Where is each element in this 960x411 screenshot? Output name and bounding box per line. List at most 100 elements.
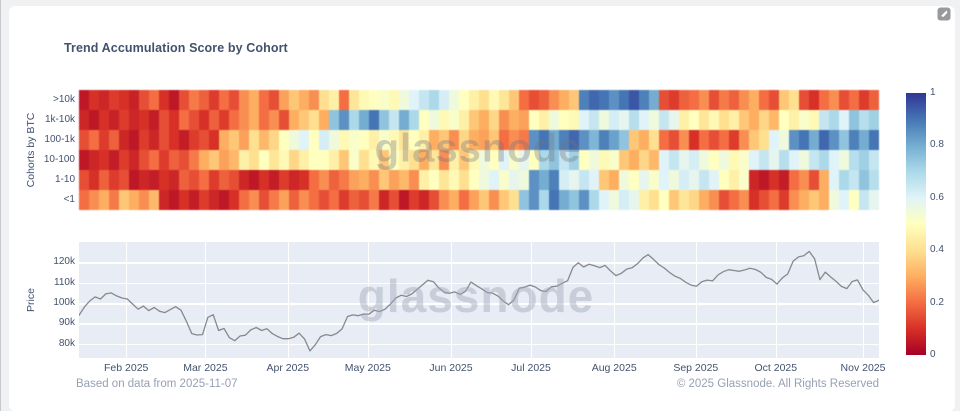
heatmap-cell: [389, 170, 399, 190]
heatmap-cell: [579, 90, 589, 110]
heatmap-cell: [249, 150, 259, 170]
heatmap-cell: [269, 130, 279, 150]
colorbar-tick-label: 0.6: [930, 191, 944, 203]
heatmap-cell: [379, 90, 389, 110]
heatmap-cell: [559, 130, 569, 150]
heatmap-cell: [759, 170, 769, 190]
heatmap-cell: [219, 150, 229, 170]
heatmap-cell: [209, 110, 219, 130]
heatmap-cell: [599, 150, 609, 170]
heatmap-cell: [349, 170, 359, 190]
heatmap-cell: [199, 150, 209, 170]
heatmap-cell: [589, 130, 599, 150]
heatmap-cell: [639, 110, 649, 130]
heatmap-row-label: 100-1k: [44, 134, 75, 145]
heatmap-cell: [119, 170, 129, 190]
export-button[interactable]: [937, 7, 951, 21]
heatmap-cell: [329, 130, 339, 150]
heatmap-row: [79, 110, 879, 130]
heatmap-cell: [329, 170, 339, 190]
heatmap-cell: [349, 150, 359, 170]
heatmap-cell: [589, 110, 599, 130]
heatmap-cell: [159, 90, 169, 110]
heatmap-cell: [789, 190, 799, 210]
price-gridline-vertical: [287, 242, 289, 358]
heatmap-cell: [859, 130, 869, 150]
heatmap-cell: [459, 190, 469, 210]
heatmap-cell: [209, 90, 219, 110]
heatmap-cell: [399, 110, 409, 130]
heatmap-cell: [869, 150, 879, 170]
heatmap-cell: [779, 170, 789, 190]
footer-data-note: Based on data from 2025-11-07: [76, 378, 238, 390]
heatmap-cell: [329, 150, 339, 170]
price-y-tick-label: 100k: [53, 297, 75, 309]
heatmap-cell: [279, 170, 289, 190]
heatmap-cell: [839, 90, 849, 110]
heatmap-cell: [739, 130, 749, 150]
heatmap-cell: [479, 190, 489, 210]
heatmap-cell: [559, 90, 569, 110]
heatmap-cell: [499, 150, 509, 170]
heatmap-cell: [109, 190, 119, 210]
heatmap-cell: [809, 190, 819, 210]
heatmap-cell: [149, 130, 159, 150]
x-axis-tick-label: May 2025: [344, 362, 391, 374]
heatmap-cell: [519, 170, 529, 190]
heatmap-cell: [289, 110, 299, 130]
heatmap-cell: [79, 150, 89, 170]
heatmap-cell: [739, 190, 749, 210]
heatmap-cell: [269, 110, 279, 130]
heatmap-cell: [679, 190, 689, 210]
heatmap-cell: [369, 170, 379, 190]
heatmap-cell: [729, 90, 739, 110]
heatmap-cell: [449, 130, 459, 150]
heatmap-cell: [459, 90, 469, 110]
heatmap-cell: [249, 170, 259, 190]
heatmap-cell: [509, 90, 519, 110]
price-y-tick-label: 120k: [53, 256, 75, 268]
heatmap-cell: [369, 190, 379, 210]
price-y-tick-label: 80k: [58, 337, 75, 349]
heatmap-cell: [109, 150, 119, 170]
heatmap-cell: [119, 150, 129, 170]
heatmap-cell: [669, 170, 679, 190]
heatmap-cell: [129, 110, 139, 130]
heatmap-cell: [629, 110, 639, 130]
heatmap-cell: [279, 150, 289, 170]
heatmap-cell: [169, 150, 179, 170]
heatmap-cell: [659, 130, 669, 150]
heatmap-cell: [689, 90, 699, 110]
heatmap-cell: [699, 90, 709, 110]
heatmap-cell: [539, 190, 549, 210]
heatmap-cell: [239, 110, 249, 130]
heatmap-cell: [439, 110, 449, 130]
heatmap-cell: [369, 110, 379, 130]
price-plot[interactable]: [79, 242, 879, 358]
heatmap-cell: [729, 110, 739, 130]
heatmap-row: [79, 90, 879, 110]
heatmap-cell: [579, 170, 589, 190]
heatmap-cell: [709, 130, 719, 150]
heatmap-cell: [639, 130, 649, 150]
heatmap-cell: [799, 110, 809, 130]
heatmap-plot[interactable]: [79, 90, 879, 210]
heatmap-cell: [529, 130, 539, 150]
heatmap-cell: [419, 150, 429, 170]
heatmap-cell: [429, 190, 439, 210]
heatmap-cell: [609, 190, 619, 210]
heatmap-cell: [609, 130, 619, 150]
heatmap-row-label: 1-10: [54, 174, 75, 185]
heatmap-cell: [619, 90, 629, 110]
heatmap-cell: [579, 130, 589, 150]
heatmap-cell: [189, 110, 199, 130]
heatmap-cell: [269, 190, 279, 210]
heatmap-cell: [749, 110, 759, 130]
heatmap-cell: [739, 170, 749, 190]
heatmap-cell: [229, 110, 239, 130]
heatmap-cell: [279, 190, 289, 210]
heatmap-cell: [759, 130, 769, 150]
heatmap-cell: [489, 170, 499, 190]
heatmap-cell: [639, 170, 649, 190]
heatmap-cell: [859, 90, 869, 110]
